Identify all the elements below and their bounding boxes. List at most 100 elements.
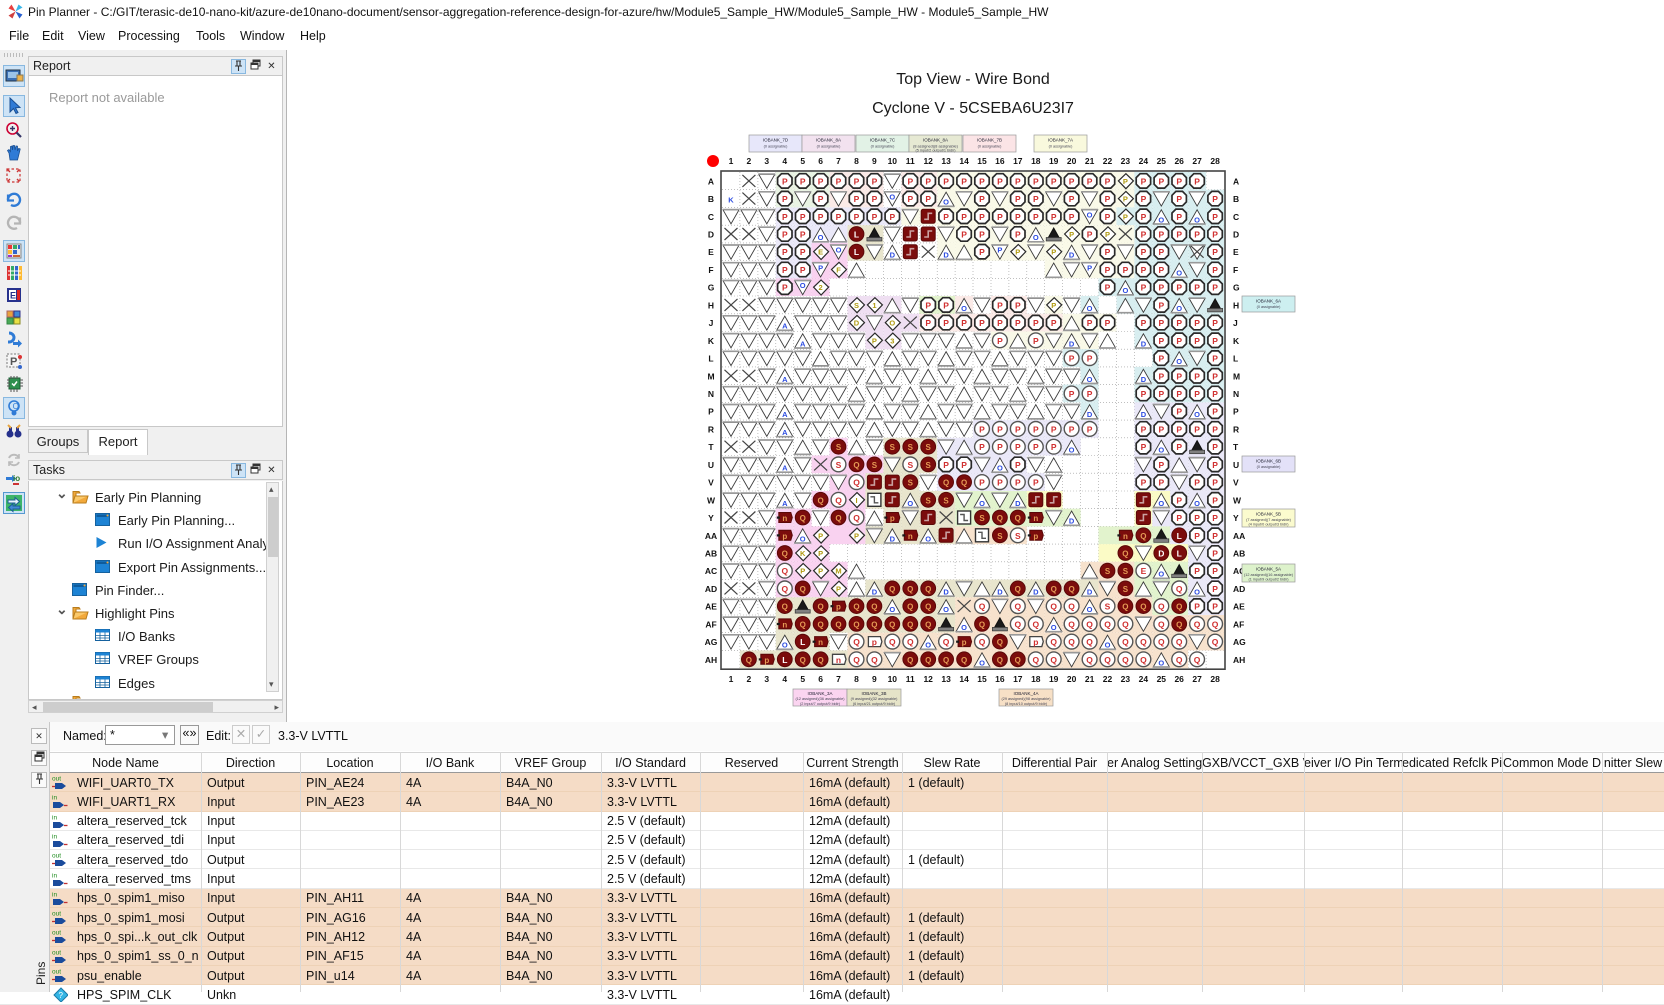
svg-text:O: O: [1158, 215, 1164, 224]
svg-text:W: W: [1233, 495, 1242, 505]
svg-text:Q: Q: [1140, 603, 1146, 612]
svg-text:Q: Q: [997, 514, 1003, 523]
svg-text:n: n: [782, 620, 787, 629]
svg-text:B: B: [708, 194, 714, 204]
svg-text:14: 14: [959, 156, 969, 166]
svg-text:J: J: [709, 318, 714, 328]
svg-text:Q: Q: [1068, 619, 1075, 629]
svg-text:Q: Q: [871, 655, 878, 665]
svg-text:P: P: [1141, 283, 1147, 293]
svg-text:P: P: [1033, 194, 1039, 204]
svg-text:P: P: [1051, 248, 1056, 257]
svg-text:O: O: [782, 641, 788, 650]
svg-text:(0 assignable): (0 assignable): [817, 145, 842, 149]
svg-text:out: out: [52, 930, 61, 937]
svg-text:P: P: [1176, 495, 1182, 505]
svg-text:P: P: [800, 265, 806, 275]
svg-text:AG: AG: [705, 637, 718, 647]
svg-text:IOBANK_8A: IOBANK_8A: [816, 138, 841, 143]
svg-text:P: P: [1176, 424, 1182, 434]
svg-text:Q: Q: [1068, 585, 1074, 594]
svg-text:P: P: [836, 212, 842, 222]
svg-text:B: B: [1233, 194, 1239, 204]
svg-text:p: p: [890, 514, 895, 523]
svg-text:17: 17: [1013, 674, 1023, 684]
svg-text:D: D: [1015, 499, 1021, 508]
svg-text:U: U: [708, 460, 714, 470]
svg-text:P: P: [1212, 531, 1218, 541]
svg-text:S: S: [1123, 567, 1129, 576]
svg-text:P: P: [979, 424, 985, 434]
svg-text:P: P: [1069, 212, 1075, 222]
svg-text:P: P: [1141, 176, 1147, 186]
svg-text:R: R: [708, 424, 714, 434]
svg-text:O: O: [1051, 623, 1057, 632]
svg-text:O: O: [889, 605, 895, 614]
svg-text:A: A: [800, 339, 806, 348]
svg-text:P: P: [1212, 230, 1218, 240]
svg-text:P: P: [1158, 318, 1164, 328]
svg-text:P: P: [1194, 283, 1200, 293]
svg-text:10: 10: [888, 674, 898, 684]
svg-text:n: n: [1123, 532, 1128, 541]
svg-text:16: 16: [995, 156, 1005, 166]
svg-text:O: O: [1122, 286, 1128, 295]
svg-text:P: P: [708, 407, 714, 417]
svg-text:8: 8: [854, 674, 859, 684]
svg-text:O: O: [889, 319, 895, 328]
svg-text:12: 12: [923, 674, 933, 684]
svg-text:Q: Q: [853, 603, 859, 612]
svg-text:Q: Q: [1068, 602, 1075, 612]
svg-text:P: P: [1069, 176, 1075, 186]
svg-text:P: P: [961, 318, 967, 328]
svg-text:21: 21: [1085, 156, 1095, 166]
svg-text:Q: Q: [782, 550, 788, 559]
svg-text:P: P: [1033, 176, 1039, 186]
svg-text:p: p: [764, 656, 769, 665]
svg-text:P: P: [818, 264, 823, 273]
svg-text:P: P: [1033, 478, 1039, 488]
svg-text:Q: Q: [835, 620, 841, 629]
svg-text:IOBANK_8A: IOBANK_8A: [923, 138, 948, 143]
svg-text:out: out: [52, 776, 61, 783]
svg-text:O: O: [1158, 570, 1164, 579]
svg-text:Q: Q: [1158, 619, 1165, 629]
svg-text:P: P: [997, 336, 1003, 346]
svg-text:D: D: [1158, 549, 1164, 559]
svg-text:(9 assigned)(32 assignable): (9 assigned)(32 assignable): [851, 697, 899, 701]
svg-text:P: P: [1212, 194, 1218, 204]
svg-text:P: P: [1015, 300, 1021, 310]
svg-text:Q: Q: [781, 584, 788, 594]
svg-text:P: P: [1033, 424, 1039, 434]
svg-text:E: E: [1233, 247, 1239, 257]
svg-text:(2 input/7 output/9 bidir): (2 input/7 output/9 bidir): [800, 702, 841, 706]
svg-text:Q: Q: [997, 638, 1003, 647]
svg-text:P: P: [1212, 442, 1218, 452]
svg-text:O: O: [1087, 375, 1093, 384]
svg-text:P: P: [1141, 265, 1147, 275]
svg-text:J: J: [1233, 318, 1238, 328]
svg-text:P: P: [1212, 336, 1218, 346]
svg-text:O: O: [943, 605, 949, 614]
svg-text:D: D: [1087, 410, 1093, 419]
svg-text:S: S: [1105, 567, 1111, 576]
svg-text:Q: Q: [853, 655, 860, 665]
svg-text:Q: Q: [889, 637, 896, 647]
svg-text:O: O: [1194, 587, 1200, 596]
svg-text:S: S: [854, 301, 859, 310]
svg-text:O: O: [1158, 446, 1164, 455]
svg-text:S: S: [926, 443, 932, 452]
svg-text:S: S: [872, 461, 878, 470]
svg-text:IOBANK_5B: IOBANK_5B: [1256, 512, 1281, 517]
svg-text:7: 7: [836, 156, 841, 166]
svg-text:O: O: [997, 463, 1003, 472]
svg-text:S: S: [1105, 602, 1111, 612]
svg-text:Q: Q: [853, 513, 860, 523]
svg-text:n: n: [782, 514, 787, 523]
svg-text:Q: Q: [889, 585, 895, 594]
svg-text:T: T: [1233, 442, 1239, 452]
svg-text:p: p: [836, 603, 841, 612]
svg-text:L: L: [1177, 549, 1182, 559]
svg-text:O: O: [943, 198, 949, 207]
svg-text:D: D: [1141, 339, 1147, 348]
